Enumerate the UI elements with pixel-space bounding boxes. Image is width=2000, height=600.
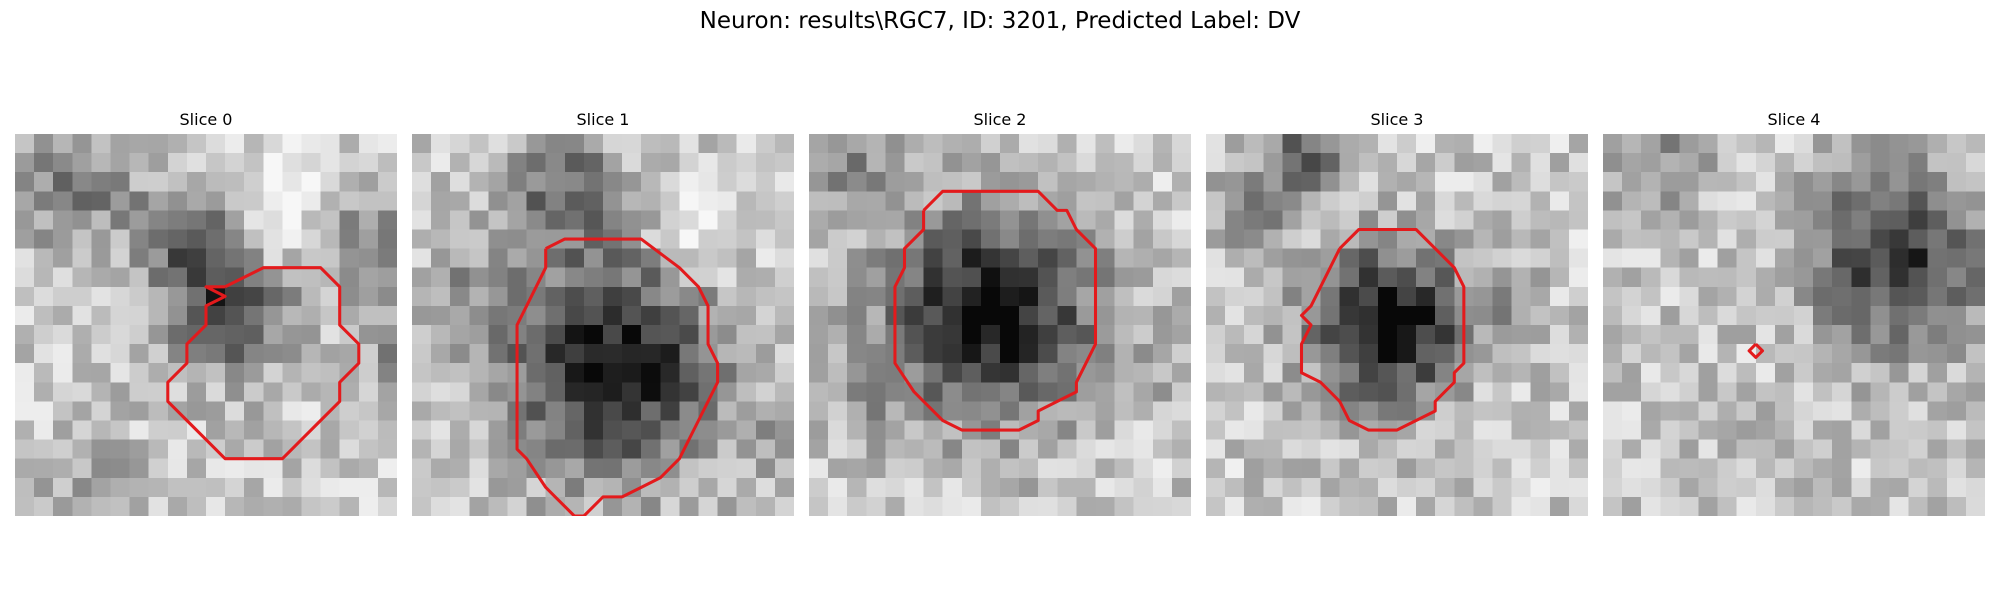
segmentation-contour [893, 189, 1098, 432]
slice-canvas [1206, 134, 1588, 516]
slice-canvas [412, 134, 794, 516]
slice-image-3 [1206, 134, 1588, 516]
segmentation-contour [166, 266, 361, 461]
slice-image-4 [1603, 134, 1985, 516]
slice-title: Slice 1 [576, 110, 630, 129]
slice-panel-4: Slice 4 [1603, 108, 1985, 516]
slice-panel-2: Slice 2 [809, 108, 1191, 516]
slice-title: Slice 4 [1767, 110, 1821, 129]
slice-title: Slice 0 [179, 110, 233, 129]
slice-canvas [809, 134, 1191, 516]
slice-canvas [1603, 134, 1985, 516]
figure-title: Neuron: results\RGC7, ID: 3201, Predicte… [699, 8, 1301, 34]
segmentation-contour [1299, 227, 1466, 432]
segmentation-contour [1747, 343, 1765, 359]
segmentation-contour [515, 237, 720, 516]
slice-panel-3: Slice 3 [1206, 108, 1588, 516]
slice-panel-0: Slice 0 [15, 108, 397, 516]
slice-image-0 [15, 134, 397, 516]
slice-panel-1: Slice 1 [412, 108, 794, 516]
slice-image-2 [809, 134, 1191, 516]
slice-image-1 [412, 134, 794, 516]
slice-title: Slice 3 [1370, 110, 1424, 129]
slice-title: Slice 2 [973, 110, 1027, 129]
